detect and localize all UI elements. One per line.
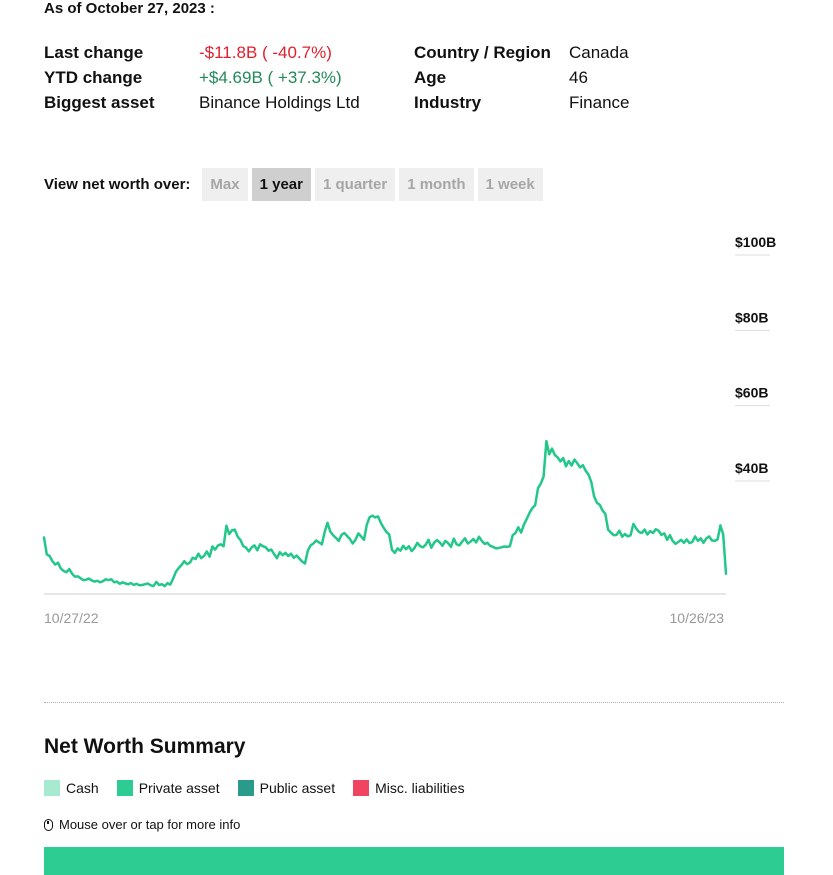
country-value: Canada [569,43,629,62]
range-max-button[interactable]: Max [202,168,248,201]
private-asset-swatch [116,780,133,796]
y-tick-label: $100B [735,234,776,250]
industry-value: Finance [569,93,630,112]
net-worth-line[interactable] [42,439,728,588]
range-1-quarter-button[interactable]: 1 quarter [314,168,396,201]
legend-label-misc-liabilities: Misc. liabilities [375,780,465,796]
summary-title: Net Worth Summary [44,735,246,758]
last-change-label: Last change [44,43,144,62]
last-change-value: -$11.8B ( -40.7%) [199,43,332,62]
mouse-icon [44,818,53,831]
legend-item-misc-liabilities: Misc. liabilities [353,780,465,796]
ytd-change-value: +$4.69B ( +37.3%) [199,68,342,87]
range-1-week-button[interactable]: 1 week [477,168,543,201]
age-value: 46 [569,68,588,87]
net-worth-summary-bar[interactable] [44,847,784,875]
net-worth-chart[interactable]: $100B $80B $60B $40B 10/27/22 10/26/23 [0,225,833,635]
as-of-date: As of October 27, 2023 : [44,0,215,17]
interaction-hint: Mouse over or tap for more info [44,817,240,832]
misc-liabilities-swatch [353,780,370,796]
hint-text: Mouse over or tap for more info [59,817,241,832]
biggest-asset-value: Binance Holdings Ltd [199,93,360,112]
range-1-month-button[interactable]: 1 month [399,168,474,201]
legend-item-public-asset: Public asset [237,780,336,796]
y-tick-label: $40B [735,460,768,476]
age-label: Age [414,68,447,87]
section-divider [44,702,784,703]
range-selector-label: View net worth over: [44,176,191,193]
summary-legend: Cash Private asset Public asset Misc. li… [44,780,483,796]
legend-item-private-asset: Private asset [116,780,220,796]
cash-swatch [44,780,60,796]
ytd-change-label: YTD change [44,68,143,87]
y-tick-label: $60B [735,385,768,401]
x-tick-label-start: 10/27/22 [44,610,99,626]
public-asset-swatch [237,780,254,796]
y-tick-label: $80B [735,309,768,325]
range-1-year-button[interactable]: 1 year [251,168,311,201]
legend-item-cash: Cash [44,780,99,796]
legend-label-public-asset: Public asset [259,780,336,796]
legend-label-cash: Cash [66,780,99,796]
industry-label: Industry [414,93,482,112]
legend-label-private-asset: Private asset [138,780,220,796]
x-tick-label-end: 10/26/23 [670,610,725,626]
range-selector: View net worth over: Max 1 year 1 quarte… [44,168,547,201]
country-label: Country / Region [414,43,551,62]
biggest-asset-label: Biggest asset [44,93,155,112]
